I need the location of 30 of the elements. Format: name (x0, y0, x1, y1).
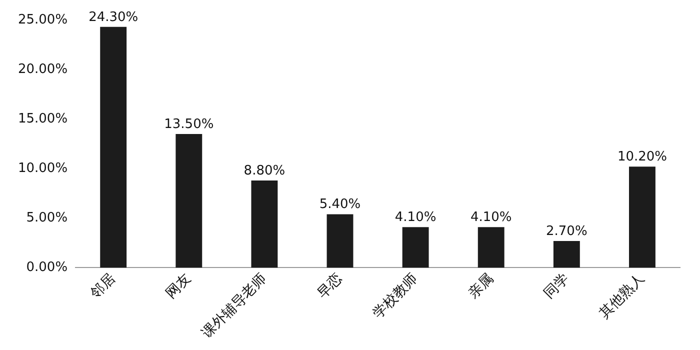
data-label: 4.10% (470, 210, 512, 225)
data-label: 8.80% (244, 163, 286, 178)
bar (251, 180, 278, 268)
x-tick-label: 早恋 (314, 270, 346, 302)
x-tick-label: 网友 (163, 270, 194, 302)
y-tick-label: 10.00% (18, 161, 68, 176)
data-label: 13.50% (164, 116, 214, 132)
bar (553, 240, 580, 268)
y-tick-label: 0.00% (26, 260, 68, 276)
data-label: 2.70% (546, 224, 588, 239)
data-label: 5.40% (319, 197, 361, 212)
y-tick-label: 20.00% (18, 62, 68, 77)
bar (326, 214, 354, 268)
x-tick-label: 同学 (540, 270, 572, 302)
y-tick-label: 15.00% (18, 111, 68, 126)
bar (478, 227, 504, 268)
bar (100, 26, 127, 268)
data-label: 10.20% (617, 150, 668, 165)
data-label: 4.10% (394, 210, 436, 225)
bar (629, 166, 656, 268)
x-tick-label: 课外辅导老师 (199, 270, 270, 342)
y-tick-label: 25.00% (18, 12, 68, 28)
bar (176, 134, 202, 268)
x-tick-label: 亲属 (465, 270, 497, 302)
x-tick-label: 邻居 (88, 270, 119, 302)
bar (402, 227, 429, 268)
y-tick-label: 5.00% (26, 210, 68, 226)
x-tick-label: 学校教师 (370, 270, 421, 322)
data-label: 24.30% (88, 10, 138, 25)
x-tick-label: 其他熟人 (596, 270, 648, 322)
